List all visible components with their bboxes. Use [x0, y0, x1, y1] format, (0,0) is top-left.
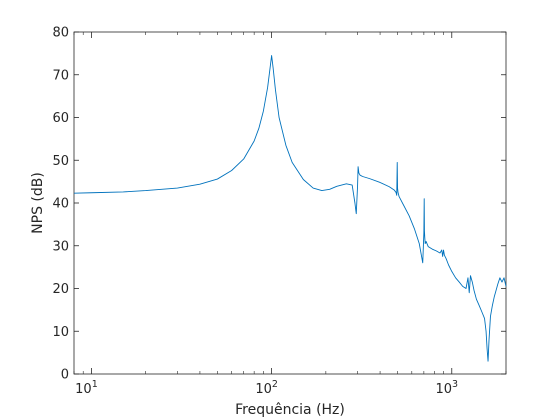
x-tick-label: 103: [435, 379, 458, 397]
y-tick-label: 80: [52, 26, 69, 41]
series-layer: [73, 55, 507, 362]
y-tick-label: 30: [52, 239, 69, 254]
y-tick-label: 60: [52, 111, 69, 126]
y-axis-label: NPS (dB): [30, 172, 46, 234]
x-tick-label: 102: [255, 379, 278, 397]
plot-area: [73, 31, 507, 375]
y-tick-label: 40: [52, 197, 69, 212]
tick-layer: 0 10 20 30 40 50 60 70 80 101 102 103: [52, 26, 507, 397]
y-tick-label: 10: [52, 325, 69, 340]
series-line-0: [73, 55, 507, 362]
y-tick-label: 70: [52, 68, 69, 83]
x-tick-label: 101: [75, 379, 98, 397]
y-tick-label: 50: [52, 154, 69, 169]
y-tick-label: 20: [52, 282, 69, 297]
x-axis-label: Frequência (Hz): [235, 402, 345, 418]
y-tick-label: 0: [61, 368, 69, 383]
